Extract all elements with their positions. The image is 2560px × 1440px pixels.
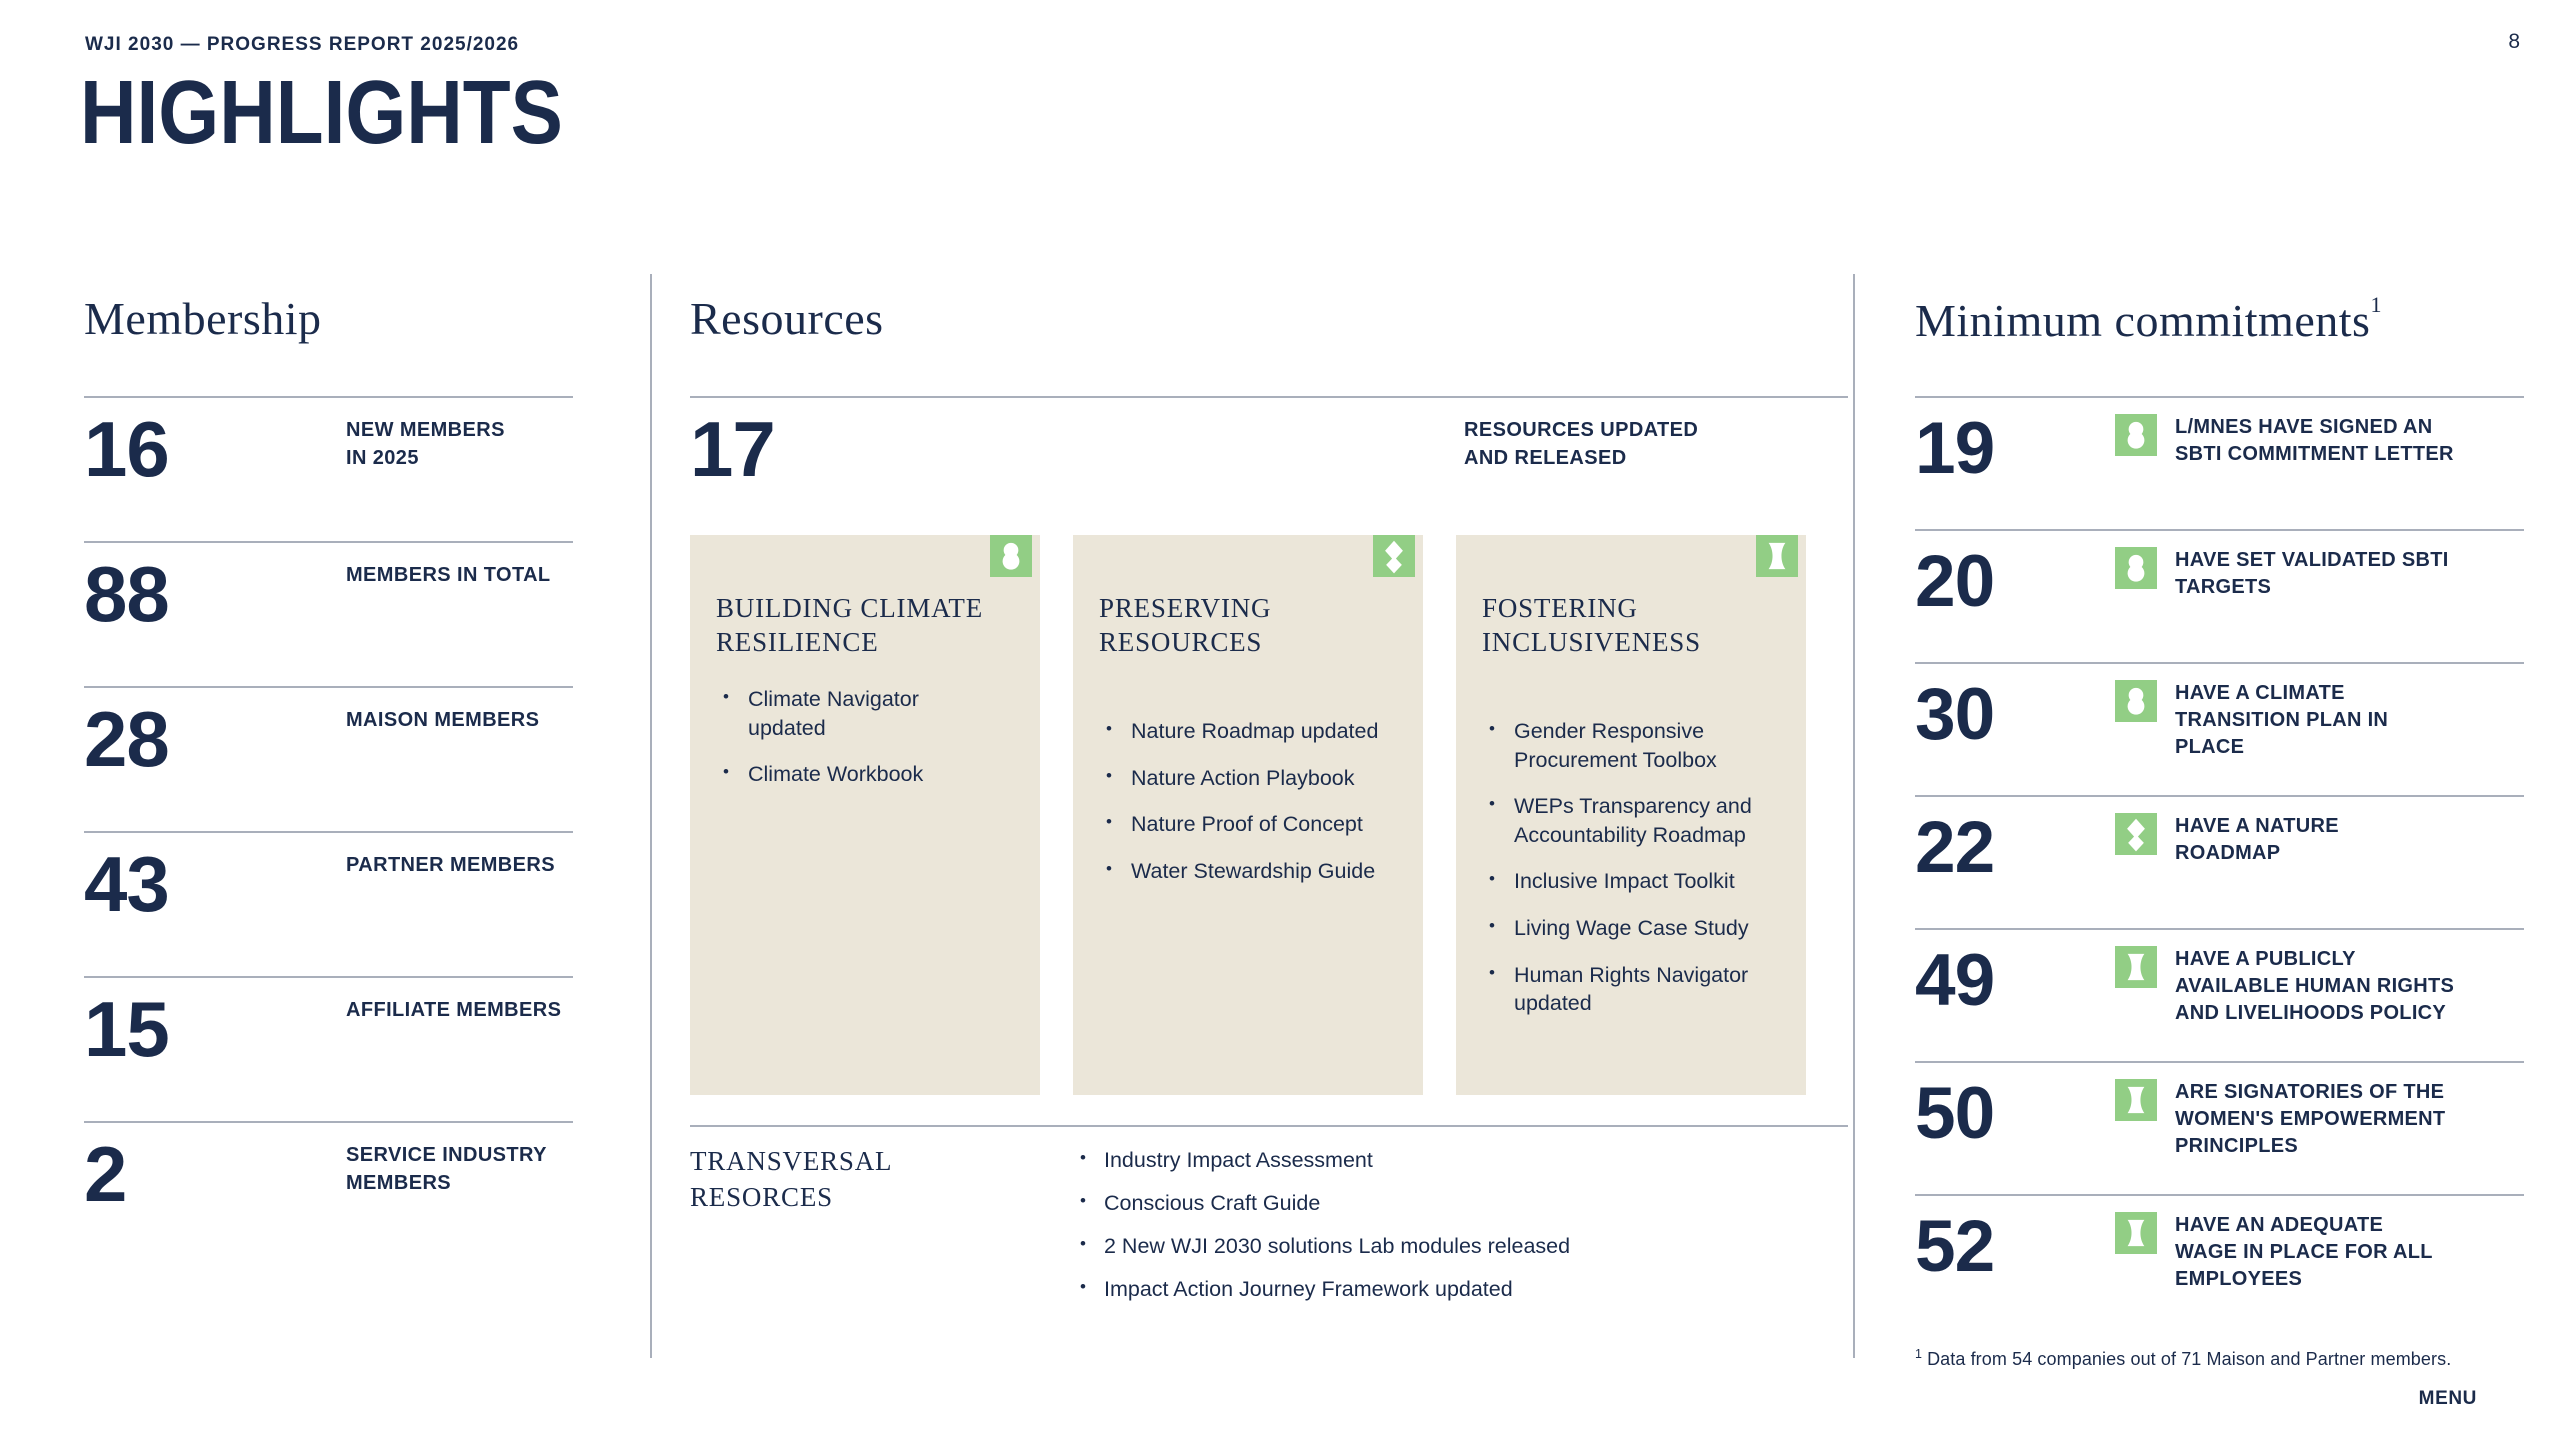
footnote-marker: 1 [2370,292,2382,317]
resource-item: Living Wage Case Study [1482,914,1784,943]
stat-label: SERVICE INDUSTRY MEMBERS [346,1144,547,1194]
resources-section: Resources 17 RESOURCES UPDATED AND RELEA… [690,280,1848,1319]
commitments-heading: Minimum commitments1 [1915,280,2524,396]
commitment-row: 52 HAVE AN ADEQUATE WAGE IN PLACE FOR AL… [1915,1194,2524,1327]
commitment-label: ARE SIGNATORIES OF THE WOMEN'S EMPOWERME… [2175,1081,2446,1157]
inclusiveness-pillar-icon [1756,535,1798,577]
stat-label: NEW MEMBERS IN 2025 [346,419,505,469]
stat-value: 2 [84,1130,127,1218]
stat-value: 52 [1915,1206,1995,1287]
resource-item: Climate Navigator updated [716,685,1018,742]
commitments-heading-text: Minimum commitments [1915,295,2371,346]
resource-item: Conscious Craft Guide [1074,1190,1570,1218]
commitment-row: 20 HAVE SET VALIDATED SBTI TARGETS [1915,529,2524,662]
resource-item: Human Rights Navigator updated [1482,961,1784,1018]
climate-pillar-icon [990,535,1032,577]
commitment-label: HAVE SET VALIDATED SBTI TARGETS [2175,549,2449,598]
resource-item: Industry Impact Assessment [1074,1147,1570,1175]
inclusiveness-pillar-icon [2115,1079,2157,1121]
stat-value: 22 [1915,807,1995,888]
resource-item: Nature Action Playbook [1099,764,1401,793]
inclusiveness-pillar-icon [2115,946,2157,988]
stat-label: PARTNER MEMBERS [346,854,555,876]
membership-stat-row: 15 AFFILIATE MEMBERS [84,976,573,1121]
nature-pillar-icon [1373,535,1415,577]
page-number: 8 [2508,30,2520,53]
nature-pillar-icon [2115,813,2157,855]
membership-stat-row: 2 SERVICE INDUSTRY MEMBERS [84,1121,573,1266]
membership-section: Membership 16 NEW MEMBERS IN 2025 88 MEM… [84,280,573,1266]
footnote-text: Data from 54 companies out of 71 Maison … [1927,1349,2452,1369]
card-item-list: Nature Roadmap updated Nature Action Pla… [1099,717,1401,885]
commitment-row: 19 L/MNES HAVE SIGNED AN SBTI COMMITMENT… [1915,396,2524,529]
stat-value: 17 [690,405,776,493]
report-eyebrow: WJI 2030 — PROGRESS REPORT 2025/2026 [85,34,520,55]
resources-stat-row: 17 RESOURCES UPDATED AND RELEASED [690,396,1848,535]
climate-pillar-icon [2115,680,2157,722]
transversal-resources-section: TRANSVERSAL RESORCES Industry Impact Ass… [690,1125,1848,1319]
commitment-label: L/MNES HAVE SIGNED AN SBTI COMMITMENT LE… [2175,416,2454,465]
membership-stat-row: 16 NEW MEMBERS IN 2025 [84,396,573,541]
commitment-row: 22 HAVE A NATURE ROADMAP [1915,795,2524,928]
stat-value: 49 [1915,940,1995,1021]
stat-value: 28 [84,695,170,783]
card-preserving-resources: PRESERVING RESOURCES Nature Roadmap upda… [1073,535,1423,1095]
commitment-label: HAVE A CLIMATE TRANSITION PLAN IN PLACE [2175,682,2389,758]
menu-button[interactable]: MENU [2418,1388,2477,1409]
transversal-title: TRANSVERSAL RESORCES [690,1146,893,1212]
commitment-label: HAVE AN ADEQUATE WAGE IN PLACE FOR ALL E… [2175,1214,2433,1290]
resource-item: Water Stewardship Guide [1099,857,1401,886]
resource-cards: BUILDING CLIMATE RESILIENCE Climate Navi… [690,535,1848,1095]
stat-label: MAISON MEMBERS [346,709,540,731]
commitment-row: 50 ARE SIGNATORIES OF THE WOMEN'S EMPOWE… [1915,1061,2524,1194]
card-fostering-inclusiveness: FOSTERING INCLUSIVENESS Gender Responsiv… [1456,535,1806,1095]
resource-item: Impact Action Journey Framework updated [1074,1276,1570,1304]
footnote: 1 Data from 54 companies out of 71 Maison… [1915,1347,2524,1370]
resource-item: WEPs Transparency and Accountability Roa… [1482,792,1784,849]
membership-stat-row: 28 MAISON MEMBERS [84,686,573,831]
card-item-list: Gender Responsive Procurement Toolbox WE… [1482,717,1784,1018]
commitment-row: 49 HAVE A PUBLICLY AVAILABLE HUMAN RIGHT… [1915,928,2524,1061]
column-divider-right [1853,274,1855,1358]
resource-item: Gender Responsive Procurement Toolbox [1482,717,1784,774]
stat-value: 88 [84,550,170,638]
commitments-section: Minimum commitments1 19 L/MNES HAVE SIGN… [1915,280,2524,1370]
transversal-item-list: Industry Impact Assessment Conscious Cra… [1074,1147,1570,1319]
membership-stat-row: 43 PARTNER MEMBERS [84,831,573,976]
stat-value: 16 [84,405,170,493]
climate-pillar-icon [2115,414,2157,456]
resource-item: Nature Roadmap updated [1099,717,1401,746]
commitment-label: HAVE A NATURE ROADMAP [2175,815,2339,864]
card-title: FOSTERING INCLUSIVENESS [1482,593,1701,658]
column-divider-left [650,274,652,1358]
resources-heading: Resources [690,293,884,344]
membership-stat-row: 88 MEMBERS IN TOTAL [84,541,573,686]
resource-item: Inclusive Impact Toolkit [1482,867,1784,896]
stat-value: 19 [1915,408,1995,489]
card-item-list: Climate Navigator updated Climate Workbo… [716,685,1018,789]
footnote-marker: 1 [1915,1347,1923,1361]
card-title: BUILDING CLIMATE RESILIENCE [716,593,984,658]
stat-value: 30 [1915,674,1995,755]
commitment-label: HAVE A PUBLICLY AVAILABLE HUMAN RIGHTS A… [2175,948,2455,1024]
card-title: PRESERVING RESOURCES [1099,593,1272,658]
stat-label: RESOURCES UPDATED AND RELEASED [1464,419,1699,469]
resource-item: Nature Proof of Concept [1099,810,1401,839]
inclusiveness-pillar-icon [2115,1212,2157,1254]
stat-label: AFFILIATE MEMBERS [346,999,562,1021]
stat-value: 20 [1915,541,1995,622]
stat-value: 15 [84,985,170,1073]
stat-value: 43 [84,840,170,928]
card-building-climate-resilience: BUILDING CLIMATE RESILIENCE Climate Navi… [690,535,1040,1095]
climate-pillar-icon [2115,547,2157,589]
resource-item: Climate Workbook [716,760,1018,789]
resource-item: 2 New WJI 2030 solutions Lab modules rel… [1074,1233,1570,1261]
commitment-row: 30 HAVE A CLIMATE TRANSITION PLAN IN PLA… [1915,662,2524,795]
membership-heading: Membership [84,293,322,344]
stat-value: 50 [1915,1073,1995,1154]
page-title: HIGHLIGHTS [80,63,563,163]
stat-label: MEMBERS IN TOTAL [346,564,551,586]
